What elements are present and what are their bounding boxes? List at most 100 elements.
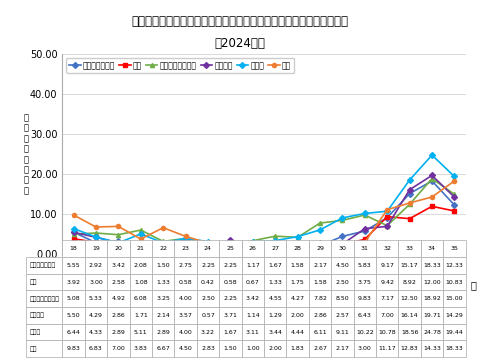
東地方・青森市 — [228, 243, 233, 248]
上十三 — [429, 153, 435, 157]
東地方・青森市 — [138, 244, 144, 248]
三戸地方・八戸市 — [272, 234, 278, 238]
東地方・青森市 — [93, 240, 99, 245]
弘前 — [384, 215, 390, 219]
東地方・青森市 — [272, 246, 278, 250]
むつ — [452, 179, 457, 183]
弘前 — [407, 216, 412, 221]
五所川原 — [250, 248, 256, 252]
弘前 — [183, 250, 189, 254]
上十三 — [295, 234, 300, 239]
五所川原 — [339, 242, 345, 246]
五所川原 — [93, 235, 99, 239]
弘前 — [272, 247, 278, 251]
三戸地方・八戸市 — [429, 176, 435, 181]
上十三 — [205, 239, 211, 244]
五所川原 — [183, 238, 189, 242]
弘前 — [429, 204, 435, 208]
上十三 — [183, 236, 189, 240]
上十三 — [116, 241, 121, 245]
上十三 — [93, 235, 99, 239]
五所川原 — [160, 244, 166, 248]
上十三 — [362, 211, 368, 216]
むつ — [384, 207, 390, 212]
上十三 — [272, 238, 278, 243]
五所川原 — [138, 246, 144, 250]
Legend: 東地方・青森市, 弘前, 三戸地方・八戸市, 五所川原, 上十三, むつ: 東地方・青森市, 弘前, 三戸地方・八戸市, 五所川原, 上十三, むつ — [66, 58, 294, 73]
上十三 — [384, 209, 390, 213]
上十三 — [71, 226, 76, 231]
弘前 — [452, 209, 457, 213]
五所川原 — [71, 230, 76, 234]
三戸地方・八戸市 — [250, 239, 256, 243]
五所川原 — [407, 188, 412, 192]
三戸地方・八戸市 — [362, 213, 368, 217]
弘前 — [71, 237, 76, 241]
五所川原 — [452, 195, 457, 199]
弘前 — [93, 240, 99, 244]
東地方・青森市 — [452, 203, 457, 207]
三戸地方・八戸市 — [407, 202, 412, 207]
むつ — [429, 195, 435, 199]
Line: 五所川原: 五所川原 — [72, 173, 456, 254]
弘前 — [362, 237, 368, 242]
むつ — [116, 224, 121, 229]
Y-axis label: 定
点
当
た
り
報
告
数: 定 点 当 た り 報 告 数 — [24, 113, 29, 195]
上十三 — [339, 216, 345, 220]
東地方・青森市 — [295, 246, 300, 250]
東地方・青森市 — [362, 229, 368, 233]
上十三 — [407, 178, 412, 182]
三戸地方・八戸市 — [295, 235, 300, 239]
Text: （2024年）: （2024年） — [215, 37, 265, 50]
Line: 東地方・青森市: 東地方・青森市 — [72, 179, 456, 252]
Text: 週: 週 — [470, 280, 476, 291]
弘前 — [116, 242, 121, 246]
Line: むつ: むつ — [72, 179, 456, 252]
五所川原 — [362, 226, 368, 231]
むつ — [160, 225, 166, 230]
三戸地方・八戸市 — [339, 218, 345, 222]
東地方・青森市 — [71, 230, 76, 234]
三戸地方・八戸市 — [384, 224, 390, 228]
東地方・青森市 — [317, 244, 323, 248]
むつ — [362, 240, 368, 244]
弘前 — [317, 246, 323, 250]
五所川原 — [384, 224, 390, 229]
三戸地方・八戸市 — [452, 192, 457, 197]
三戸地方・八戸市 — [116, 233, 121, 237]
五所川原 — [205, 250, 211, 254]
東地方・青森市 — [116, 239, 121, 243]
三戸地方・八戸市 — [205, 242, 211, 247]
むつ — [138, 237, 144, 241]
上十三 — [317, 228, 323, 232]
上十三 — [452, 174, 457, 179]
むつ — [71, 213, 76, 217]
五所川原 — [429, 173, 435, 177]
上十三 — [228, 246, 233, 250]
むつ — [407, 201, 412, 205]
上十三 — [160, 241, 166, 245]
三戸地方・八戸市 — [138, 228, 144, 232]
五所川原 — [295, 244, 300, 248]
むつ — [295, 245, 300, 249]
五所川原 — [272, 247, 278, 251]
東地方・青森市 — [429, 179, 435, 183]
東地方・青森市 — [250, 248, 256, 252]
東地方・青森市 — [384, 216, 390, 220]
五所川原 — [116, 241, 121, 245]
東地方・青森市 — [205, 243, 211, 248]
上十三 — [138, 232, 144, 236]
弘前 — [205, 251, 211, 255]
むつ — [339, 244, 345, 248]
弘前 — [160, 247, 166, 251]
弘前 — [250, 249, 256, 254]
弘前 — [295, 245, 300, 249]
むつ — [250, 248, 256, 253]
五所川原 — [317, 241, 323, 245]
むつ — [228, 246, 233, 251]
Line: 弘前: 弘前 — [72, 204, 456, 255]
むつ — [93, 225, 99, 229]
三戸地方・八戸市 — [183, 236, 189, 240]
むつ — [317, 242, 323, 246]
三戸地方・八戸市 — [228, 243, 233, 248]
